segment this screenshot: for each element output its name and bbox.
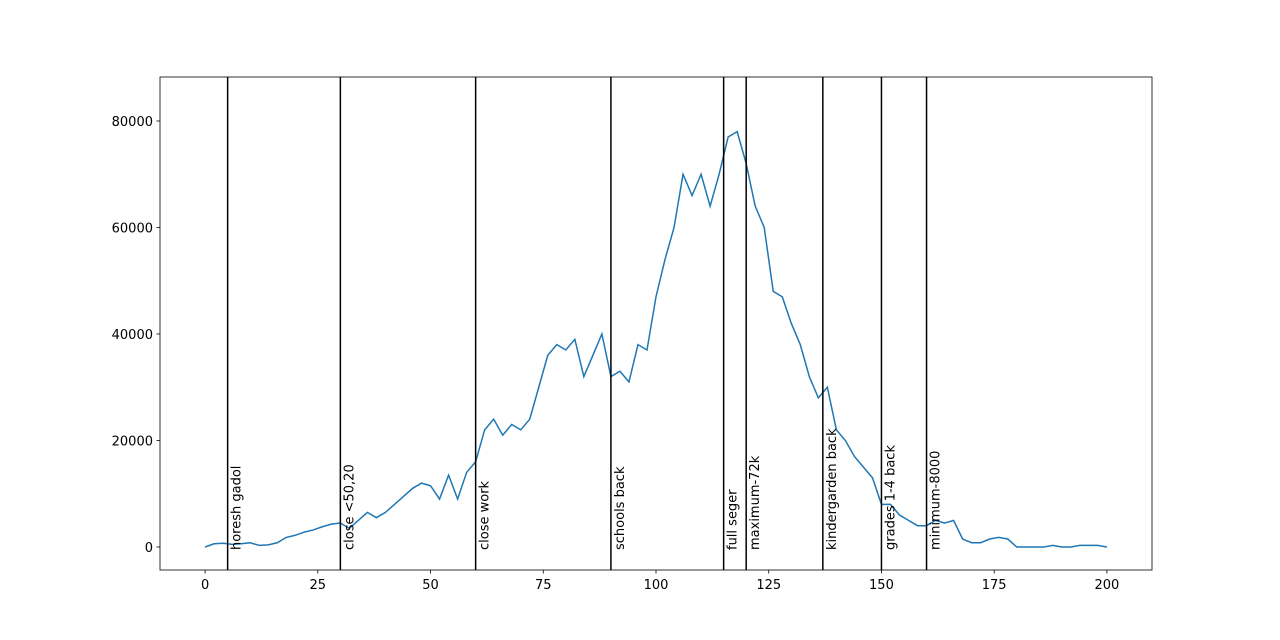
x-tick-label: 150: [869, 578, 894, 593]
x-tick-label: 200: [1094, 578, 1119, 593]
x-tick-label: 50: [422, 578, 439, 593]
x-tick-label: 125: [756, 578, 781, 593]
y-tick-label: 40000: [112, 328, 153, 343]
line: [204, 130, 1108, 548]
y-tick-label: 0: [145, 541, 153, 556]
event-label: close work: [478, 480, 493, 550]
y-tick-label: 20000: [112, 434, 153, 449]
event-label: close <50,20: [342, 464, 357, 550]
x-tick-label: 25: [310, 578, 327, 593]
event-label: kindergarden back: [825, 428, 840, 550]
event-label: full seger: [726, 489, 741, 550]
event-label: horesh gadol: [230, 466, 245, 550]
x-tick-label: 100: [644, 578, 669, 593]
plot-frame: [159, 76, 1153, 571]
y-tick-label: 80000: [112, 115, 153, 130]
event-label: maximum-72k: [748, 455, 763, 550]
event-label: grades 1-4 back: [883, 445, 898, 550]
y-tick-label: 60000: [112, 221, 153, 236]
x-tick-label: 75: [535, 578, 552, 593]
x-tick-label: 175: [982, 578, 1007, 593]
event-label: schools back: [613, 466, 628, 550]
x-tick-label: 0: [201, 578, 209, 593]
event-label: minimum-8000: [929, 451, 944, 550]
